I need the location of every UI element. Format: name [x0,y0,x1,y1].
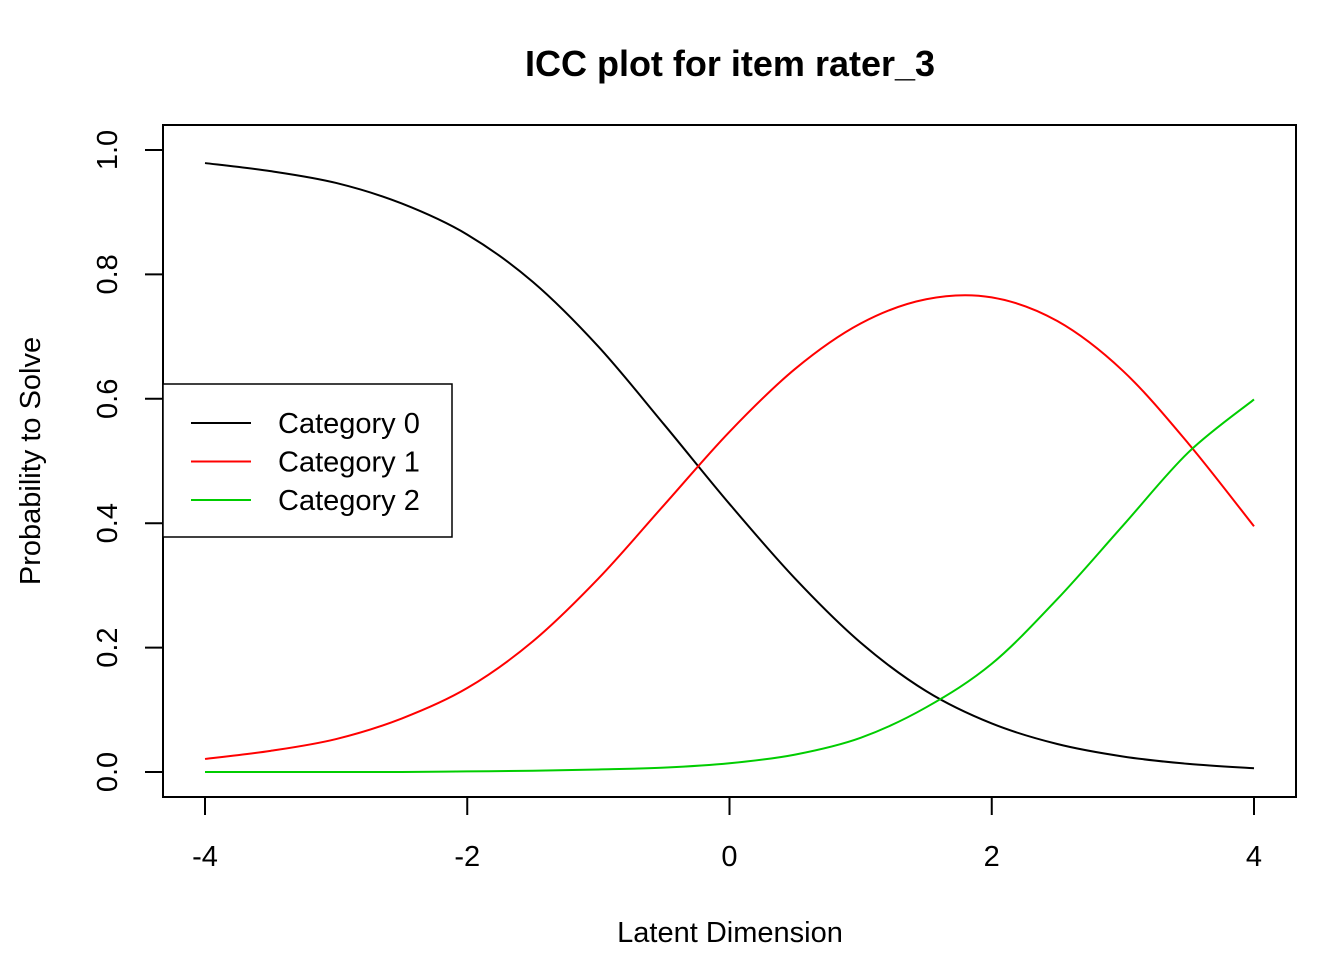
series-line-category-0 [204,162,1255,770]
y-tick-label: 0.0 [92,752,124,792]
y-tick-label: 1.0 [92,130,124,170]
x-tick-label: -4 [192,841,218,873]
x-tick-label: 4 [1246,841,1262,873]
chart-title: ICC plot for item rater_3 [525,43,935,84]
x-axis-title: Latent Dimension [617,917,843,949]
x-tick-label: 0 [721,841,737,873]
series-line-category-1 [204,294,1255,760]
legend-label: Category 0 [278,408,420,440]
series-lines [204,162,1255,774]
legend: Category 0 Category 1 Category 2 [162,383,453,538]
legend-label: Category 2 [278,485,420,517]
series-line-category-2 [205,398,1255,774]
y-axis-title: Probability to Solve [15,337,47,585]
y-tick-label: 0.8 [92,254,124,294]
y-tick-label: 0.4 [92,503,124,543]
x-tick-label: -2 [454,841,480,873]
y-axis: 0.0 0.2 0.4 0.6 0.8 1.0 [92,130,164,792]
legend-label: Category 1 [278,447,420,479]
x-tick-label: 2 [984,841,1000,873]
y-tick-label: 0.6 [92,379,124,419]
y-tick-label: 0.2 [92,627,124,667]
x-axis: -4 -2 0 2 4 [192,796,1262,873]
